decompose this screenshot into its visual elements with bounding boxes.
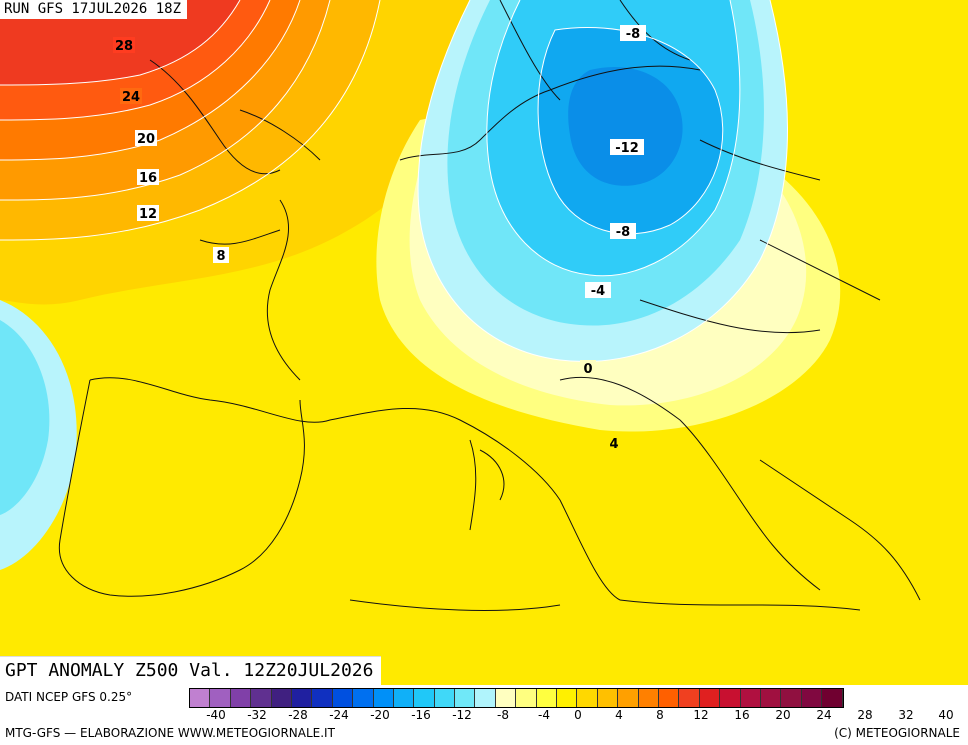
legend-swatch [251, 689, 272, 707]
legend-tick-label: 28 [857, 708, 873, 722]
legend-tick-label: 40 [938, 708, 954, 722]
contour-label: -4 [591, 284, 605, 299]
legend-swatch [597, 689, 619, 707]
legend-swatch [312, 689, 333, 707]
legend-tick-label: -40 [206, 708, 226, 722]
legend-swatch [393, 689, 415, 707]
legend-tick-label: 20 [775, 708, 791, 722]
legend-swatch [353, 689, 374, 707]
anomaly-map: 28 24 20 16 12 8 -8 -12 -8 -4 0 4 [0, 0, 968, 685]
legend-swatch [475, 689, 496, 707]
color-scale [189, 688, 844, 708]
legend-swatch [455, 689, 476, 707]
legend-swatch [373, 689, 394, 707]
legend-swatch [495, 689, 517, 707]
contour-lines [0, 0, 788, 362]
legend-swatch [230, 689, 252, 707]
contour-label-group: 28 24 20 16 12 8 -8 -12 -8 -4 0 4 [113, 25, 646, 452]
legend-tick-label: 4 [615, 708, 623, 722]
legend-swatch [740, 689, 761, 707]
contour-label: 12 [139, 207, 157, 222]
legend-swatch [434, 689, 456, 707]
legend-tick-label: 8 [656, 708, 664, 722]
legend-swatch [638, 689, 659, 707]
contour-label: 28 [115, 39, 133, 54]
contour-label: 4 [609, 437, 618, 452]
legend-swatch [658, 689, 680, 707]
west-negative-anomaly-inner [0, 320, 50, 515]
contour-label: 0 [583, 362, 592, 377]
legend-tick-label: 16 [734, 708, 750, 722]
contour-label: 8 [216, 249, 225, 264]
coastlines [58, 0, 921, 611]
legend-swatch [781, 689, 802, 707]
legend-tick-label: -16 [411, 708, 431, 722]
legend-swatch [618, 689, 639, 707]
legend-swatch [822, 689, 843, 707]
legend-swatch [332, 689, 354, 707]
run-label: RUN GFS 17JUL2026 18Z [0, 0, 188, 19]
color-scale-ticks: -40 -32 -28 -24 -20 -16 -12 -8 -4 0 4 8 12 16 20 24 28 32… [189, 708, 968, 724]
contour-label: 24 [122, 90, 140, 105]
legend-swatch [557, 689, 578, 707]
legend-tick-label: -28 [288, 708, 308, 722]
legend-tick-label: -32 [247, 708, 267, 722]
map-title: GPT ANOMALY Z500 Val. 12Z20JUL2026 [0, 656, 382, 685]
contour-label: 16 [139, 171, 157, 186]
legend-tick-label: -8 [497, 708, 509, 722]
contour-label: -12 [615, 141, 639, 156]
credit-text: MTG-GFS — ELABORAZIONE WWW.METEOGIORNALE… [5, 726, 335, 740]
negative-anomaly-core [568, 66, 683, 186]
legend-swatch [190, 689, 211, 707]
legend-swatch [414, 689, 435, 707]
legend-swatch [210, 689, 231, 707]
legend-tick-label: 24 [816, 708, 832, 722]
legend-swatch [577, 689, 598, 707]
legend-tick-label: 0 [574, 708, 582, 722]
contour-label: 20 [137, 132, 155, 147]
legend-swatch [291, 689, 313, 707]
legend-swatch [271, 689, 292, 707]
legend-swatch [536, 689, 558, 707]
legend-swatch [720, 689, 741, 707]
legend-tick-label: -4 [538, 708, 550, 722]
legend-swatch [699, 689, 721, 707]
data-source: DATI NCEP GFS 0.25° [5, 690, 133, 704]
legend-tick-label: 32 [898, 708, 914, 722]
contour-label: -8 [616, 225, 630, 240]
legend-tick-label: -20 [370, 708, 390, 722]
contour-label: -8 [626, 27, 640, 42]
legend-swatch [516, 689, 537, 707]
legend-swatch [760, 689, 782, 707]
legend-swatch [679, 689, 700, 707]
legend-tick-label: 12 [693, 708, 709, 722]
copyright-text: (C) METEOGIORNALE [834, 726, 960, 740]
legend-swatch [801, 689, 823, 707]
legend-tick-label: -24 [329, 708, 349, 722]
legend-tick-label: -12 [452, 708, 472, 722]
